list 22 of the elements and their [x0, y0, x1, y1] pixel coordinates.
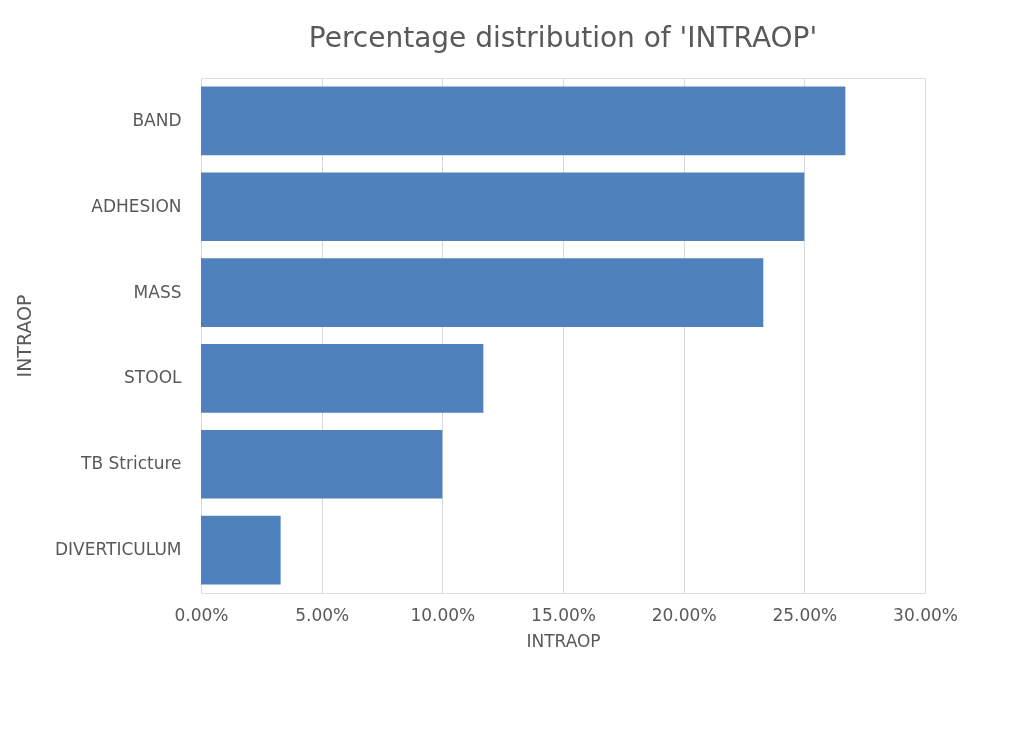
x-tick-label: 5.00% — [295, 604, 350, 625]
y-tick-label: TB Stricture — [80, 453, 182, 474]
x-tick-label: 25.00% — [772, 604, 838, 625]
chart-title: Percentage distribution of 'INTRAOP' — [308, 21, 818, 54]
bar — [201, 172, 805, 242]
x-tick-label: 20.00% — [651, 604, 717, 625]
bar — [201, 429, 443, 499]
y-axis-title: INTRAOP — [13, 294, 35, 378]
bar — [201, 515, 281, 585]
x-tick-label: 15.00% — [531, 604, 596, 625]
y-tick-label: BAND — [132, 109, 182, 130]
x-axis-title: INTRAOP — [526, 630, 601, 651]
y-tick-label: DIVERTICULUM — [55, 539, 182, 560]
x-tick-label: 0.00% — [174, 604, 229, 625]
y-tick-label: MASS — [133, 281, 182, 302]
y-tick-label: ADHESION — [91, 195, 182, 216]
bar — [201, 86, 846, 156]
bar — [201, 258, 764, 327]
x-tick-label: 30.00% — [893, 604, 958, 625]
bar — [201, 344, 484, 413]
y-tick-label: STOOL — [124, 367, 183, 388]
x-tick-label: 10.00% — [410, 604, 476, 625]
